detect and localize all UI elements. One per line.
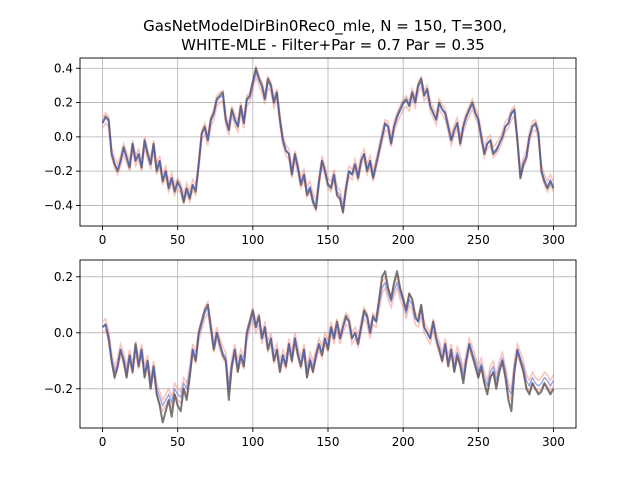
x-tick-label: 200: [392, 435, 415, 449]
y-tick-label: −0.2: [44, 164, 73, 178]
bottom-subplot: 0 50 100 150 200 250 300 0.2 0.0 −0.2: [44, 259, 577, 449]
y-tick-label: 0.2: [54, 270, 73, 284]
chart-title-line-1: GasNetModelDirBin0Rec0_mle, N = 150, T=3…: [143, 17, 507, 36]
x-tick-label: 0: [99, 233, 107, 247]
chart-title-line-2: WHITE-MLE - Filter+Par = 0.7 Par = 0.35: [181, 36, 485, 54]
x-tick-label: 300: [542, 233, 565, 247]
y-tick-label: 0.0: [54, 130, 73, 144]
x-tick-label: 150: [317, 233, 340, 247]
upper-confidence-band: [101, 63, 555, 204]
filtered-estimate-line: [102, 281, 555, 407]
y-tick-label: 0.0: [54, 326, 73, 340]
true-parameter-line: [101, 270, 555, 424]
x-tick-label: 150: [317, 435, 340, 449]
upper-confidence-band: [101, 274, 555, 402]
x-tick-label: 0: [99, 435, 107, 449]
x-tick-label: 100: [241, 233, 264, 247]
x-tick-label: 250: [467, 435, 490, 449]
x-tick-label: 50: [170, 233, 185, 247]
y-tick-label: 0.2: [54, 96, 73, 110]
x-tick-label: 50: [170, 435, 185, 449]
x-tick-label: 300: [542, 435, 565, 449]
top-subplot: 0 50 100 150 200 250 300 0.4 0.2 0.0 −0.2 −0.4: [44, 57, 577, 247]
y-tick-label: 0.4: [54, 61, 73, 75]
y-tick-label: −0.4: [44, 198, 73, 212]
x-tick-label: 100: [241, 435, 264, 449]
y-tick-label: −0.2: [44, 382, 73, 396]
x-tick-label: 250: [467, 233, 490, 247]
filtered-estimate-line: [101, 70, 555, 210]
x-tick-label: 200: [392, 233, 415, 247]
